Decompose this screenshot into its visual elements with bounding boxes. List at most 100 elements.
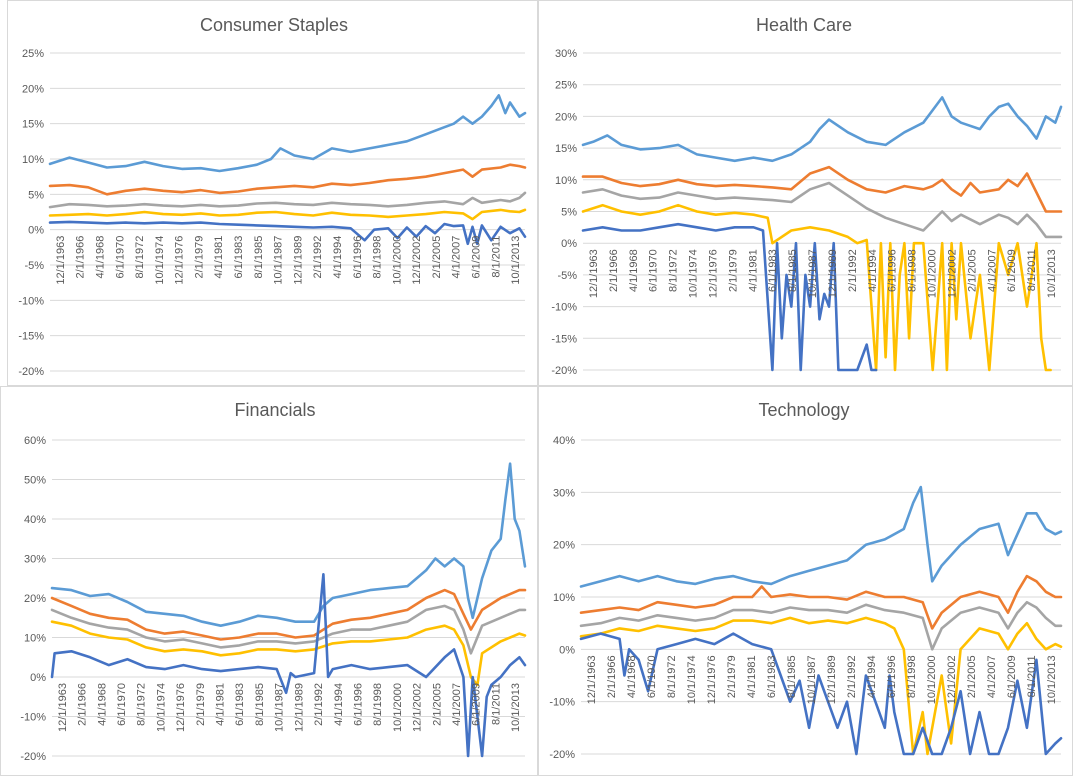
x-tick-label: 12/1/1976	[174, 236, 186, 285]
y-tick-label: 20%	[24, 593, 46, 605]
y-tick-label: 10%	[24, 633, 46, 645]
x-tick-label: 10/1/2000	[391, 236, 403, 285]
x-tick-label: 4/1/1994	[333, 683, 345, 726]
y-tick-label: -20%	[18, 366, 44, 378]
y-tick-label: 10%	[555, 175, 577, 187]
x-tick-label: 10/1/2000	[392, 683, 404, 732]
x-tick-label: 12/1/2002	[411, 236, 423, 285]
x-tick-label: 4/1/1994	[867, 249, 879, 292]
y-tick-label: 15%	[555, 143, 577, 155]
y-tick-label: 20%	[555, 111, 577, 123]
x-tick-label: 6/1/1983	[766, 655, 778, 698]
x-tick-label: 6/1/1996	[887, 249, 899, 292]
line-series-1	[579, 485, 1063, 588]
y-tick-label: 0%	[559, 644, 575, 656]
x-tick-label: 6/1/1970	[114, 236, 126, 279]
chart-technology: Technology -20% -10% 0% 10% 20% 30% 40% 12/1/19…	[549, 400, 1063, 761]
y-tick-label: 0%	[561, 238, 577, 250]
x-tick-label: 10/1/2013	[510, 236, 522, 285]
y-tick-label: -10%	[18, 295, 44, 307]
line-series-4	[50, 620, 527, 687]
chart-health-care: Health Care -20% -15% -10% -5% 0% 5% 10% 15% 20%…	[551, 15, 1063, 377]
y-tick-label: 30%	[553, 487, 575, 499]
x-tick-label: 4/1/1968	[626, 655, 638, 698]
y-tick-label: 20%	[553, 540, 575, 552]
x-tick-label: 6/1/2009	[471, 236, 483, 279]
y-tick-label: -20%	[549, 749, 575, 761]
x-tick-label: 4/1/1981	[747, 249, 759, 292]
x-tick-label: 10/1/1974	[688, 249, 700, 298]
y-tick-label: 10%	[553, 592, 575, 604]
chart-financials: Financials -20% -10% 0% 10% 20% 30% 40% 50% 60% 1…	[20, 400, 527, 763]
x-tick-label: 8/1/1972	[668, 249, 680, 292]
y-tick-label: 30%	[24, 554, 46, 566]
line-series-3	[581, 181, 1063, 239]
x-tick-label: 8/1/1972	[136, 683, 148, 726]
x-tick-label: 4/1/1994	[332, 236, 344, 279]
x-tick-label: 8/1/1985	[254, 683, 266, 726]
y-tick-label: -15%	[551, 333, 577, 345]
y-tick-label: 25%	[22, 48, 44, 60]
x-tick-label: 10/1/2013	[1046, 655, 1058, 704]
x-tick-label: 10/1/1974	[155, 683, 167, 732]
x-tick-label: 2/1/1992	[312, 236, 324, 279]
x-tick-label: 2/1/1992	[313, 683, 325, 726]
x-tick-label: 8/1/1998	[907, 249, 919, 292]
x-tick-label: 12/1/1989	[293, 683, 305, 732]
x-tick-label: 8/1/2011	[1026, 655, 1038, 697]
y-tick-label: -20%	[20, 751, 46, 763]
x-tick-label: 12/1/1963	[55, 236, 67, 285]
line-series-5	[581, 222, 878, 372]
line-series-2	[579, 574, 1063, 630]
chart-title: Health Care	[756, 15, 852, 35]
x-tick-label: 2/1/2005	[431, 236, 443, 279]
y-tick-label: 15%	[22, 119, 44, 131]
x-tick-label: 12/1/2002	[412, 683, 424, 732]
x-tick-label: 12/1/1989	[827, 249, 839, 298]
x-tick-label: 2/1/1966	[75, 236, 87, 279]
x-tick-label: 4/1/2007	[451, 236, 463, 279]
line-series-4	[48, 208, 527, 221]
x-tick-label: 10/1/1987	[807, 249, 819, 298]
x-tick-label: 12/1/2002	[946, 655, 958, 704]
y-tick-label: -10%	[20, 712, 46, 724]
x-tick-label: 4/1/2007	[986, 655, 998, 698]
x-tick-label: 4/1/1968	[94, 236, 106, 279]
x-tick-label: 10/1/2000	[927, 249, 939, 298]
x-tick-label: 12/1/1963	[588, 249, 600, 298]
x-tick-label: 10/1/2013	[510, 683, 522, 732]
x-tick-label: 2/1/2005	[431, 683, 443, 726]
line-series-2	[48, 163, 527, 196]
x-tick-label: 8/1/1998	[906, 655, 918, 698]
line-series-5	[579, 632, 1063, 756]
x-tick-label: 6/1/1996	[352, 236, 364, 279]
x-tick-label: 6/1/1970	[646, 655, 658, 698]
x-tick-label: 4/1/1981	[746, 655, 758, 698]
x-tick-label: 2/1/2005	[966, 655, 978, 698]
y-tick-label: 10%	[22, 154, 44, 166]
x-tick-label: 4/1/1968	[628, 249, 640, 292]
x-tick-label: 8/1/2011	[490, 683, 502, 725]
line-series-4	[581, 203, 1052, 372]
x-tick-label: 6/1/1983	[233, 236, 245, 279]
chart-consumer-staples: Consumer Staples -20% -15% -10% -5% 0% 5% 10% 1…	[18, 15, 527, 378]
x-tick-label: 12/1/2002	[946, 249, 958, 298]
y-tick-label: 20%	[22, 83, 44, 95]
x-tick-label: 6/1/1996	[352, 683, 364, 726]
y-tick-label: 60%	[24, 435, 46, 447]
x-tick-label: 4/1/1981	[213, 236, 225, 279]
line-series-5	[50, 573, 527, 758]
x-tick-label: 8/1/1972	[134, 236, 146, 279]
x-tick-label: 10/1/1974	[686, 655, 698, 704]
line-series-1	[581, 96, 1063, 163]
x-tick-label: 2/1/1992	[846, 655, 858, 698]
y-tick-label: 5%	[561, 207, 577, 219]
x-tick-label: 2/1/1992	[847, 249, 859, 292]
chart-panel-health-care: Health Care -20% -15% -10% -5% 0% 5% 10% 15% 20%…	[538, 0, 1073, 386]
x-tick-label: 6/1/1983	[234, 683, 246, 726]
y-tick-label: -15%	[18, 331, 44, 343]
chart-panel-financials: Financials -20% -10% 0% 10% 20% 30% 40% 50% 60% 1…	[0, 386, 538, 776]
chart-panel-technology: Technology -20% -10% 0% 10% 20% 30% 40% 12/1/19…	[538, 386, 1073, 776]
y-tick-label: 0%	[28, 225, 44, 237]
x-tick-label: 2/1/1966	[606, 655, 618, 698]
